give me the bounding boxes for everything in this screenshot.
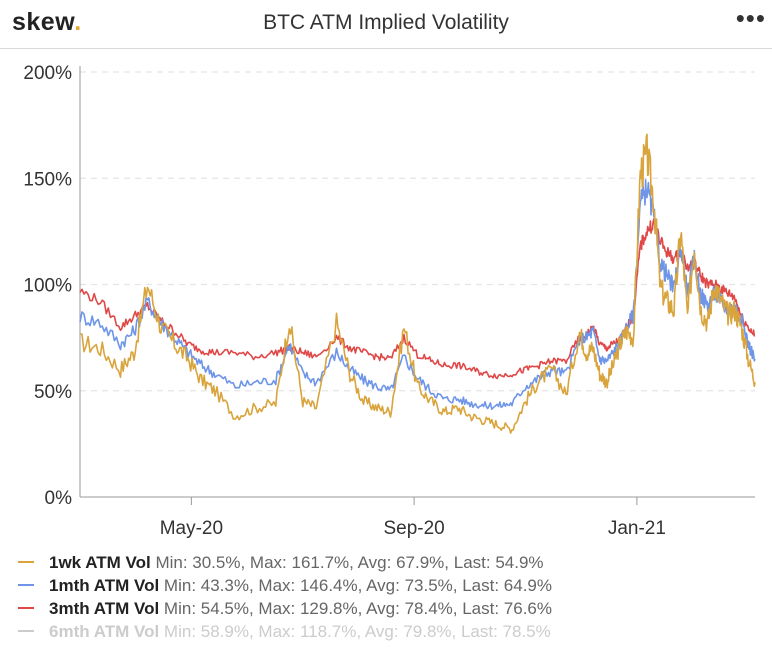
legend-item-1wk[interactable]: 1wk ATM Vol Min: 30.5%, Max: 161.7%, Avg… (18, 551, 768, 574)
legend-name-6mth: 6mth ATM Vol (49, 622, 160, 641)
legend-stats-6mth: Min: 58.9%, Max: 118.7%, Avg: 79.8%, Las… (163, 622, 551, 641)
legend-name-1wk: 1wk ATM Vol (49, 553, 151, 572)
y-tick-label: 50% (34, 382, 72, 403)
more-options-icon[interactable]: ••• (735, 3, 766, 33)
legend-swatch-3mth (18, 607, 34, 610)
series-line-3mth (79, 218, 756, 380)
legend-swatch-1wk (18, 561, 34, 564)
y-tick-label: 100% (23, 276, 72, 297)
y-tick-label: 150% (23, 169, 72, 190)
legend-stats-1mth: Min: 43.3%, Max: 146.4%, Avg: 73.5%, Las… (163, 576, 552, 595)
legend-swatch-6mth (18, 630, 34, 633)
series-line-1mth (79, 179, 756, 410)
logo-text: skew (12, 8, 75, 36)
series-line-1wk (79, 133, 756, 434)
chart-area: 0% 50% 100% 150% 200% May-20 Sep-20 Jan-21 (23, 63, 756, 539)
legend-swatch-1mth (18, 584, 34, 587)
y-tick-label: 0% (45, 488, 73, 509)
legend-name-3mth: 3mth ATM Vol (49, 599, 160, 618)
skew-logo[interactable]: skew. (12, 8, 82, 37)
x-tick-label: Jan-21 (608, 518, 666, 539)
legend-stats-1wk: Min: 30.5%, Max: 161.7%, Avg: 67.9%, Las… (155, 553, 544, 572)
legend-item-1mth[interactable]: 1mth ATM Vol Min: 43.3%, Max: 146.4%, Av… (18, 574, 768, 597)
x-tick-label: May-20 (160, 518, 223, 539)
legend: 1wk ATM Vol Min: 30.5%, Max: 161.7%, Avg… (18, 551, 768, 643)
chart-title: BTC ATM Implied Volatility (263, 11, 509, 34)
y-tick-label: 200% (23, 63, 72, 84)
legend-item-3mth[interactable]: 3mth ATM Vol Min: 54.5%, Max: 129.8%, Av… (18, 597, 768, 620)
logo-dot: . (74, 8, 82, 36)
legend-name-1mth: 1mth ATM Vol (49, 576, 160, 595)
x-tick-label: Sep-20 (383, 518, 444, 539)
legend-item-6mth[interactable]: 6mth ATM Vol Min: 58.9%, Max: 118.7%, Av… (18, 620, 768, 643)
header-bar: skew. BTC ATM Implied Volatility ••• (0, 0, 772, 49)
legend-stats-3mth: Min: 54.5%, Max: 129.8%, Avg: 78.4%, Las… (163, 599, 552, 618)
